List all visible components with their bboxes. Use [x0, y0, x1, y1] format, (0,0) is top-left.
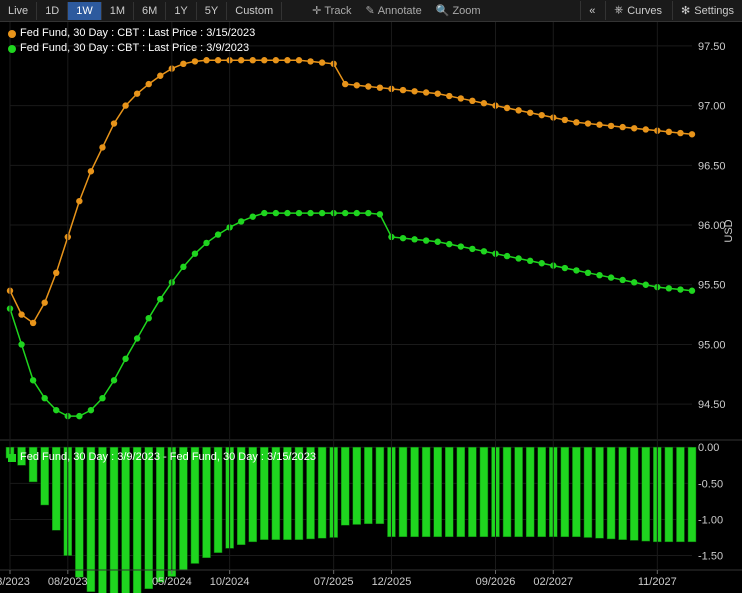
svg-text:07/2025: 07/2025	[314, 576, 354, 588]
svg-text:11/2027: 11/2027	[638, 576, 677, 588]
toolbar-right: « ⎈ Curves ✻ Settings	[580, 1, 742, 20]
track-tool[interactable]: ✛ Track	[312, 4, 351, 17]
settings-label: Settings	[694, 5, 734, 17]
svg-text:08/2023: 08/2023	[48, 576, 88, 588]
svg-text:-1.00: -1.00	[698, 514, 723, 526]
annotate-tool[interactable]: ✎ Annotate	[365, 4, 421, 17]
svg-text:97.50: 97.50	[698, 41, 726, 53]
svg-text:05/2024: 05/2024	[152, 576, 192, 588]
legend-label-2: Fed Fund, 30 Day : CBT : Last Price : 3/…	[20, 41, 249, 56]
track-label: Track	[324, 5, 351, 17]
svg-text:96.00: 96.00	[698, 220, 726, 232]
range-1m[interactable]: 1M	[102, 2, 134, 20]
curves-button[interactable]: ⎈ Curves	[605, 1, 670, 20]
range-custom[interactable]: Custom	[227, 2, 282, 20]
svg-text:0.00: 0.00	[698, 442, 719, 454]
range-1w[interactable]: 1W	[68, 2, 102, 20]
svg-text:02/2027: 02/2027	[533, 576, 573, 588]
svg-text:95.50: 95.50	[698, 280, 726, 292]
collapse-button[interactable]: «	[580, 1, 603, 20]
curves-label: Curves	[627, 5, 662, 17]
legend-dot-2	[8, 45, 16, 53]
svg-text:-1.50: -1.50	[698, 551, 723, 563]
legend-series-2: Fed Fund, 30 Day : CBT : Last Price : 3/…	[8, 41, 255, 56]
range-6m[interactable]: 6M	[134, 2, 166, 20]
zoom-label: Zoom	[452, 5, 480, 17]
svg-text:94.50: 94.50	[698, 399, 726, 411]
annotate-label: Annotate	[378, 5, 422, 17]
legend-label-diff: Fed Fund, 30 Day : 3/9/2023 - Fed Fund, …	[20, 450, 316, 465]
svg-text:12/2025: 12/2025	[372, 576, 412, 588]
svg-text:09/2026: 09/2026	[476, 576, 516, 588]
range-1d[interactable]: 1D	[37, 2, 68, 20]
svg-text:95.00: 95.00	[698, 339, 726, 351]
legend-dot-1	[8, 30, 16, 38]
legend-series-1: Fed Fund, 30 Day : CBT : Last Price : 3/…	[8, 26, 255, 41]
range-buttons: Live1D1W1M6M1Y5YCustom	[0, 2, 282, 20]
main-legend: Fed Fund, 30 Day : CBT : Last Price : 3/…	[8, 26, 255, 56]
svg-text:-0.50: -0.50	[698, 478, 723, 490]
svg-text:03/2023: 03/2023	[0, 576, 30, 588]
legend-diff: Fed Fund, 30 Day : 3/9/2023 - Fed Fund, …	[8, 450, 316, 465]
svg-text:96.50: 96.50	[698, 160, 726, 172]
time-range-toolbar: Live1D1W1M6M1Y5YCustom ✛ Track ✎ Annotat…	[0, 0, 742, 22]
range-live[interactable]: Live	[0, 2, 37, 20]
zoom-tool[interactable]: 🔍 Zoom	[436, 4, 481, 17]
svg-text:USD: USD	[723, 219, 735, 242]
svg-text:10/2024: 10/2024	[210, 576, 250, 588]
legend-dot-diff	[8, 454, 16, 462]
settings-button[interactable]: ✻ Settings	[672, 1, 742, 20]
range-1y[interactable]: 1Y	[166, 2, 196, 20]
chart-svg[interactable]: 94.50 95.00 95.50 96.00 96.50 97.00 97.50 USD 0.…	[0, 22, 742, 593]
svg-text:97.00: 97.00	[698, 101, 726, 113]
chart-tools: ✛ Track ✎ Annotate 🔍 Zoom	[312, 4, 480, 17]
diff-legend: Fed Fund, 30 Day : 3/9/2023 - Fed Fund, …	[8, 450, 316, 465]
legend-label-1: Fed Fund, 30 Day : CBT : Last Price : 3/…	[20, 26, 255, 41]
chart-area: Fed Fund, 30 Day : CBT : Last Price : 3/…	[0, 22, 742, 593]
range-5y[interactable]: 5Y	[197, 2, 227, 20]
